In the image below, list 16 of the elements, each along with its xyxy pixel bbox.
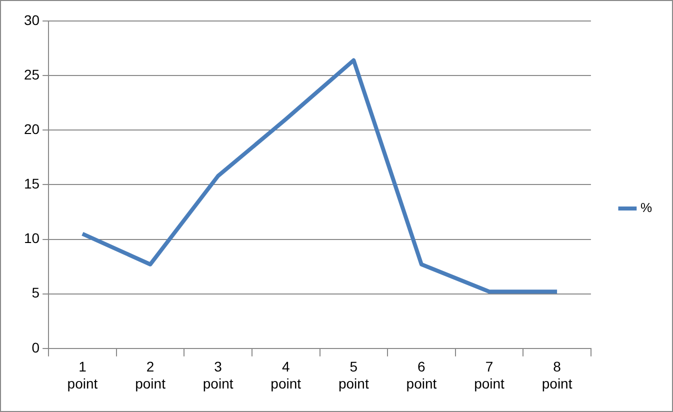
y-tick-label: 30 xyxy=(24,12,40,28)
y-tick-label: 20 xyxy=(24,120,40,137)
x-tick-label: 8 point xyxy=(542,358,572,392)
y-tick-label: 0 xyxy=(32,339,40,356)
y-tick-label: 25 xyxy=(24,66,40,82)
y-tick-label: 10 xyxy=(24,230,40,246)
x-tick-label: 7 point xyxy=(474,358,505,392)
x-tick-label: 5 point xyxy=(338,358,369,392)
y-tick-label: 15 xyxy=(24,176,40,192)
x-tick-label: 1 point xyxy=(67,358,98,392)
x-tick-label: 6 point xyxy=(406,358,437,392)
x-tick-label: 4 point xyxy=(270,358,302,392)
legend-label: % xyxy=(640,200,652,216)
x-tick-label: 2 point xyxy=(135,358,166,392)
x-tick-label: 3 point xyxy=(202,358,234,392)
y-tick-label: 5 xyxy=(32,284,40,301)
